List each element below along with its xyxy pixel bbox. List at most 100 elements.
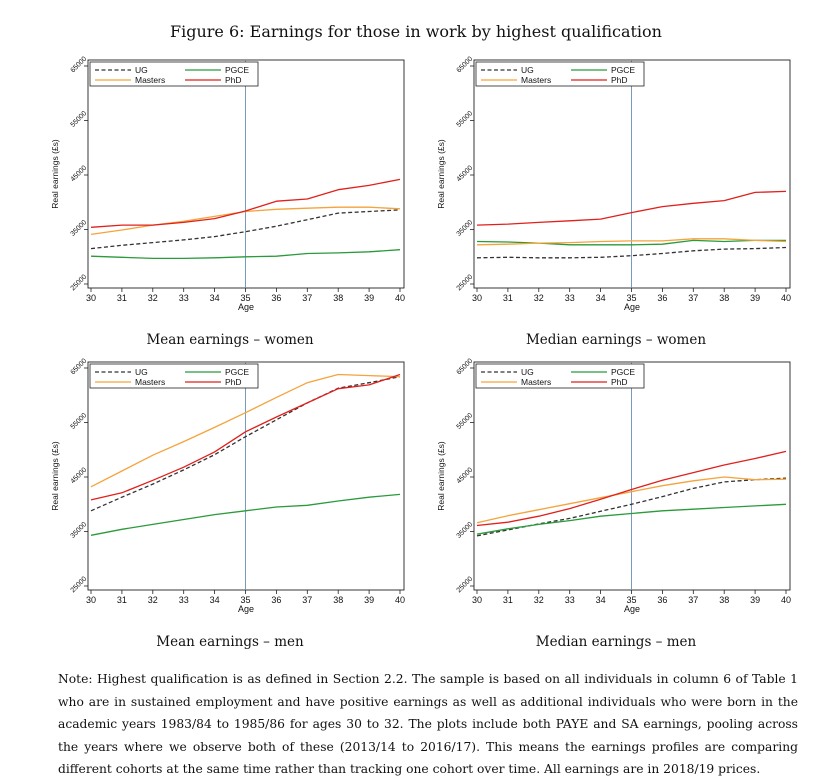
y-axis-label: Real earnings (£s)	[50, 441, 60, 511]
legend-label-ug: UG	[521, 65, 534, 75]
x-tick-label: 35	[626, 293, 636, 303]
chart-svg: 30 31 32 33 34 35 36 37 38 39 40 Age 25000 35000 45000…	[436, 358, 791, 614]
chart-svg: 30 31 32 33 34 35 36 37 38 39 40 Age 25000 35000 45000…	[50, 358, 405, 614]
x-tick-label: 39	[750, 595, 760, 605]
legend-label-phd: PhD	[225, 377, 242, 387]
x-tick-label: 32	[534, 595, 544, 605]
series-line-masters	[476, 238, 787, 246]
y-tick-label: 45000	[456, 165, 475, 184]
series-line-pgce	[90, 493, 401, 536]
y-axis-label: Real earnings (£s)	[436, 441, 446, 511]
legend-box	[89, 363, 259, 389]
plot-frame	[473, 59, 791, 289]
x-tick-label: 34	[210, 595, 220, 605]
legend-label-masters: Masters	[521, 75, 551, 85]
x-tick-label: 35	[626, 595, 636, 605]
x-tick-label: 32	[534, 293, 544, 303]
x-tick-label: 38	[719, 595, 729, 605]
series-line-masters	[90, 373, 401, 488]
x-tick-label: 38	[333, 595, 343, 605]
series-line-phd	[90, 373, 401, 501]
legend-box	[89, 61, 259, 87]
series-line-ug	[90, 376, 401, 512]
y-tick-label: 25000	[70, 274, 89, 293]
y-tick-label: 25000	[70, 576, 89, 595]
chart-svg: 30 31 32 33 34 35 36 37 38 39 40 Age 25000 35000 45000…	[436, 56, 791, 312]
y-tick-label: 45000	[70, 165, 89, 184]
caption-mean-women: Mean earnings – women	[146, 332, 314, 348]
legend-label-ug: UG	[135, 367, 148, 377]
x-tick-label: 34	[210, 293, 220, 303]
y-tick-label: 35000	[70, 521, 89, 540]
legend-label-pgce: PGCE	[225, 367, 249, 377]
x-tick-label: 33	[179, 595, 189, 605]
x-tick-label: 37	[302, 293, 312, 303]
x-tick-label: 33	[565, 293, 575, 303]
x-tick-label: 36	[271, 595, 281, 605]
y-tick-label: 25000	[456, 576, 475, 595]
x-tick-label: 36	[657, 293, 667, 303]
x-tick-label: 39	[364, 595, 374, 605]
legend-label-masters: Masters	[521, 377, 551, 387]
x-tick-label: 30	[472, 595, 482, 605]
x-tick-label: 32	[148, 293, 158, 303]
x-tick-label: 35	[240, 293, 250, 303]
chart-median-men: 30 31 32 33 34 35 36 37 38 39 40 Age 25000 35000 45000…	[426, 356, 806, 616]
x-tick-label: 37	[688, 293, 698, 303]
series-line-ug	[90, 209, 401, 250]
x-tick-label: 33	[565, 595, 575, 605]
y-tick-label: 25000	[456, 274, 475, 293]
y-tick-label: 55000	[70, 412, 89, 431]
series-line-masters	[476, 476, 787, 524]
x-axis-label: Age	[238, 302, 254, 312]
y-tick-label: 35000	[70, 219, 89, 238]
legend: UG PGCE Masters PhD	[475, 363, 645, 389]
series-line-pgce	[476, 239, 786, 246]
x-tick-label: 40	[781, 293, 791, 303]
legend: UG PGCE Masters PhD	[475, 61, 645, 87]
y-tick-label: 45000	[70, 467, 89, 486]
x-tick-label: 33	[179, 293, 189, 303]
x-tick-label: 31	[117, 595, 127, 605]
legend-label-phd: PhD	[225, 75, 242, 85]
legend-box	[475, 363, 645, 389]
x-tick-label: 30	[472, 293, 482, 303]
series-line-phd	[90, 178, 401, 228]
y-tick-label: 55000	[456, 412, 475, 431]
y-tick-label: 65000	[70, 358, 89, 377]
legend-label-pgce: PGCE	[611, 65, 635, 75]
legend-label-masters: Masters	[135, 377, 165, 387]
series-line-phd	[476, 190, 787, 226]
series-line-phd	[476, 450, 787, 527]
x-tick-label: 36	[657, 595, 667, 605]
legend-label-ug: UG	[135, 65, 148, 75]
x-tick-label: 39	[750, 293, 760, 303]
x-tick-label: 30	[86, 595, 96, 605]
legend-box	[475, 61, 645, 87]
x-tick-label: 36	[271, 293, 281, 303]
y-tick-label: 45000	[456, 467, 475, 486]
chart-svg: 30 31 32 33 34 35 36 37 38 39 40 Age 25000 35000 45000…	[50, 56, 405, 312]
series-line-pgce	[90, 249, 401, 260]
legend-label-ug: UG	[521, 367, 534, 377]
y-tick-label: 55000	[456, 110, 475, 129]
x-tick-label: 38	[333, 293, 343, 303]
x-tick-label: 39	[364, 293, 374, 303]
plot-frame	[473, 361, 791, 591]
y-axis-label: Real earnings (£s)	[436, 139, 446, 209]
x-tick-label: 30	[86, 293, 96, 303]
caption-median-men: Median earnings – men	[535, 634, 697, 650]
y-tick-label: 65000	[456, 358, 475, 377]
x-tick-label: 31	[117, 293, 127, 303]
x-tick-label: 37	[688, 595, 698, 605]
figure-title: Figure 6: Earnings for those in work by …	[170, 22, 662, 41]
x-tick-label: 31	[503, 595, 513, 605]
y-axis-label: Real earnings (£s)	[50, 139, 60, 209]
y-tick-label: 65000	[70, 56, 89, 75]
plot-frame	[87, 361, 405, 591]
caption-mean-men: Mean earnings – men	[156, 634, 304, 650]
x-tick-label: 34	[596, 293, 606, 303]
chart-median-women: 30 31 32 33 34 35 36 37 38 39 40 Age 25000 35000 45000…	[426, 54, 806, 314]
chart-mean-men: 30 31 32 33 34 35 36 37 38 39 40 Age 25000 35000 45000…	[40, 356, 420, 616]
x-tick-label: 38	[719, 293, 729, 303]
